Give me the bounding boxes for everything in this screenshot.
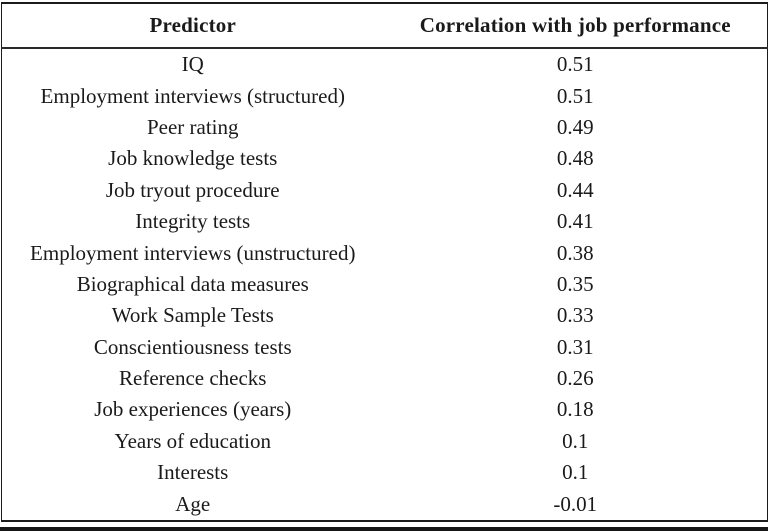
table-row: Conscientiousness tests 0.31 (2, 332, 768, 363)
table-row: IQ 0.51 (2, 48, 768, 80)
correlation-cell: 0.18 (556, 397, 594, 422)
correlation-cell: 0.41 (556, 209, 594, 234)
predictor-cell: Work Sample Tests (111, 303, 274, 328)
predictor-cell: Conscientiousness tests (93, 334, 292, 359)
predictor-cell: Years of education (114, 428, 272, 453)
predictor-cell: IQ (181, 52, 204, 77)
table-row: Job experiences (years) 0.18 (2, 394, 768, 425)
correlation-cell: 0.49 (556, 114, 594, 139)
predictor-cell: Age (175, 491, 211, 516)
correlation-cell: 0.51 (556, 52, 594, 77)
table-row: Integrity tests 0.41 (2, 206, 768, 237)
correlation-cell: 0.26 (556, 366, 594, 391)
table-row: Biographical data measures 0.35 (2, 269, 768, 300)
correlation-cell: 0.51 (556, 83, 594, 108)
predictor-cell: Job tryout procedure (105, 177, 280, 202)
correlation-cell: 0.33 (556, 303, 594, 328)
correlation-cell: 0.31 (556, 334, 594, 359)
table-body: IQ 0.51 Employment interviews (structured)… (2, 48, 768, 521)
table-row: Job knowledge tests 0.48 (2, 143, 768, 174)
table-row: Age -0.01 (2, 488, 768, 520)
table-row: Employment interviews (structured) 0.51 (2, 80, 768, 111)
predictor-cell: Reference checks (119, 366, 267, 391)
predictor-cell: Biographical data measures (76, 271, 309, 296)
predictor-cell: Interests (157, 460, 229, 485)
predictor-column-header: Predictor (1, 3, 384, 49)
correlation-cell: 0.35 (556, 271, 594, 296)
correlation-cell: 0.44 (556, 177, 594, 202)
correlation-table: Predictor Correlation with job performan… (1, 2, 768, 522)
table-row: Reference checks 0.26 (2, 363, 768, 394)
bottom-edge-bar (0, 527, 768, 531)
predictor-cell: Job knowledge tests (108, 146, 278, 171)
predictor-cell: Employment interviews (structured) (40, 83, 345, 108)
correlation-cell: 0.1 (562, 428, 589, 453)
predictor-cell: Peer rating (146, 114, 239, 139)
correlation-cell: -0.01 (553, 491, 598, 516)
table-row: Work Sample Tests 0.33 (2, 300, 768, 331)
header-row: Predictor Correlation with job performan… (1, 3, 768, 49)
predictor-cell: Integrity tests (135, 209, 251, 234)
correlation-cell: 0.48 (556, 146, 594, 171)
table-row: Peer rating 0.49 (2, 112, 768, 143)
correlation-cell: 0.38 (556, 240, 594, 265)
table-row: Interests 0.1 (2, 457, 768, 488)
table-row: Years of education 0.1 (2, 426, 768, 457)
predictor-cell: Employment interviews (unstructured) (30, 240, 356, 265)
predictor-cell: Job experiences (years) (94, 397, 292, 422)
table-row: Employment interviews (unstructured) 0.38 (2, 237, 768, 268)
correlation-column-header: Correlation with job performance (383, 3, 768, 49)
table-row: Job tryout procedure 0.44 (2, 175, 768, 206)
correlation-cell: 0.1 (562, 460, 589, 485)
